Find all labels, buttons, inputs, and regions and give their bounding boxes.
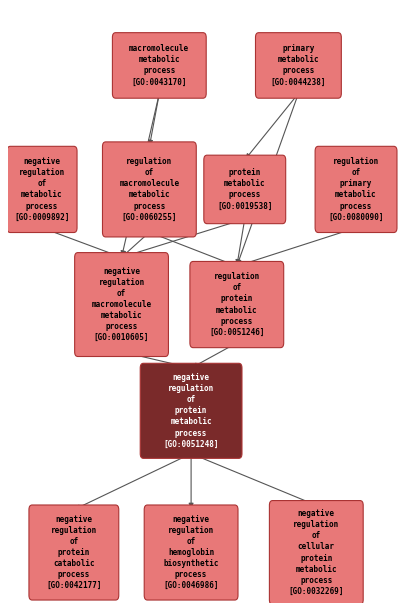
- Text: negative
regulation
of
hemoglobin
biosynthetic
process
[GO:0046986]: negative regulation of hemoglobin biosyn…: [163, 515, 218, 590]
- FancyBboxPatch shape: [74, 253, 168, 357]
- Text: protein
metabolic
process
[GO:0019538]: protein metabolic process [GO:0019538]: [216, 169, 272, 210]
- FancyBboxPatch shape: [190, 261, 283, 347]
- Text: regulation
of
protein
metabolic
process
[GO:0051246]: regulation of protein metabolic process …: [209, 272, 264, 337]
- Text: macromolecule
metabolic
process
[GO:0043170]: macromolecule metabolic process [GO:0043…: [129, 44, 189, 87]
- FancyBboxPatch shape: [7, 146, 77, 232]
- FancyBboxPatch shape: [269, 501, 362, 605]
- FancyBboxPatch shape: [140, 363, 241, 458]
- FancyBboxPatch shape: [112, 33, 206, 98]
- FancyBboxPatch shape: [255, 33, 340, 98]
- Text: negative
regulation
of
metabolic
process
[GO:0009892]: negative regulation of metabolic process…: [14, 157, 70, 221]
- Text: regulation
of
macromolecule
metabolic
process
[GO:0060255]: regulation of macromolecule metabolic pr…: [119, 157, 179, 221]
- FancyBboxPatch shape: [29, 505, 119, 600]
- Text: negative
regulation
of
macromolecule
metabolic
process
[GO:0010605]: negative regulation of macromolecule met…: [91, 267, 151, 343]
- FancyBboxPatch shape: [102, 142, 196, 237]
- Text: primary
metabolic
process
[GO:0044238]: primary metabolic process [GO:0044238]: [270, 44, 325, 87]
- FancyBboxPatch shape: [314, 146, 396, 232]
- Text: negative
regulation
of
protein
catabolic
process
[GO:0042177]: negative regulation of protein catabolic…: [46, 515, 101, 590]
- FancyBboxPatch shape: [144, 505, 237, 600]
- Text: negative
regulation
of
cellular
protein
metabolic
process
[GO:0032269]: negative regulation of cellular protein …: [288, 509, 343, 596]
- FancyBboxPatch shape: [203, 155, 285, 224]
- Text: negative
regulation
of
protein
metabolic
process
[GO:0051248]: negative regulation of protein metabolic…: [163, 373, 218, 448]
- Text: regulation
of
primary
metabolic
process
[GO:0080090]: regulation of primary metabolic process …: [328, 157, 383, 221]
